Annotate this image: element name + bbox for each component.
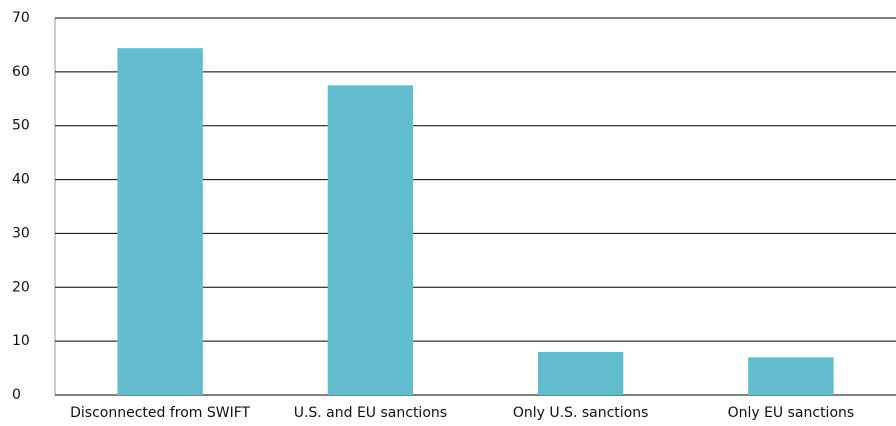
y-tick-label: 0: [12, 387, 21, 403]
bar: [117, 48, 203, 395]
x-tick-label: Only EU sanctions: [728, 405, 855, 421]
y-tick-label: 50: [12, 118, 30, 134]
bar: [748, 357, 834, 395]
x-tick-label: Only U.S. sanctions: [513, 405, 649, 421]
x-tick-label: U.S. and EU sanctions: [294, 405, 447, 421]
y-tick-label: 70: [12, 10, 30, 26]
x-tick-label: Disconnected from SWIFT: [70, 405, 250, 421]
y-tick-label: 20: [12, 279, 30, 295]
y-tick-label: 60: [12, 64, 30, 80]
y-tick-label: 10: [12, 333, 30, 349]
bar: [327, 85, 414, 396]
y-tick-label: 30: [12, 225, 30, 241]
y-tick-label: 40: [12, 172, 30, 188]
bar: [537, 351, 624, 395]
